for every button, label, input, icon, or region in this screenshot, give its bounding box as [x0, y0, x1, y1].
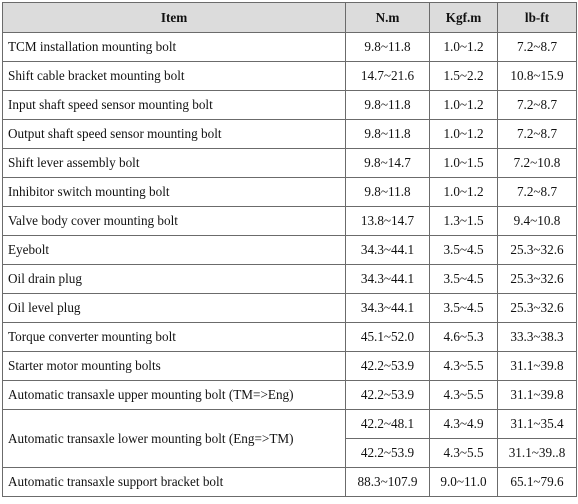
table-row: Input shaft speed sensor mounting bolt 9…: [2, 90, 577, 120]
row-lbft: 7.2~8.7: [497, 90, 577, 120]
row-lbft: 31.1~39.8: [497, 380, 577, 410]
header-item: Item: [2, 2, 346, 33]
row-item: Automatic transaxle upper mounting bolt …: [2, 380, 346, 410]
row-item: Input shaft speed sensor mounting bolt: [2, 90, 346, 120]
row-item: Shift lever assembly bolt: [2, 148, 346, 178]
row-lbft: 9.4~10.8: [497, 206, 577, 236]
row-lbft: 31.1~39..8: [497, 438, 577, 468]
row-item: Oil drain plug: [2, 264, 346, 294]
torque-spec-table: Item N.m Kgf.m lb-ft TCM installation mo…: [2, 2, 577, 497]
table-row: Shift lever assembly bolt 9.8~14.7 1.0~1…: [2, 148, 577, 178]
row-nm: 88.3~107.9: [345, 467, 430, 497]
row-lbft: 31.1~35.4: [497, 409, 577, 439]
row-nm: 42.2~53.9: [345, 380, 430, 410]
row-item: Automatic transaxle support bracket bolt: [2, 467, 346, 497]
row-nm: 34.3~44.1: [345, 235, 430, 265]
row-item: Starter motor mounting bolts: [2, 351, 346, 381]
row-nm: 9.8~14.7: [345, 148, 430, 178]
row-item: Output shaft speed sensor mounting bolt: [2, 119, 346, 149]
row-kgfm: 3.5~4.5: [429, 235, 498, 265]
header-lbft: lb-ft: [497, 2, 577, 33]
row-kgfm: 1.5~2.2: [429, 61, 498, 91]
table-row: Automatic transaxle lower mounting bolt …: [2, 409, 577, 468]
table-row: Automatic transaxle support bracket bolt…: [2, 467, 577, 497]
row-kgfm: 1.0~1.2: [429, 119, 498, 149]
row-kgfm: 4.6~5.3: [429, 322, 498, 352]
row-item: Automatic transaxle lower mounting bolt …: [2, 409, 346, 468]
row-nm: 34.3~44.1: [345, 293, 430, 323]
row-kgfm: 1.0~1.2: [429, 177, 498, 207]
row-lbft: 65.1~79.6: [497, 467, 577, 497]
row-item: Valve body cover mounting bolt: [2, 206, 346, 236]
row-kgfm: 3.5~4.5: [429, 293, 498, 323]
row-nm: 42.2~53.9: [345, 438, 430, 468]
row-nm: 34.3~44.1: [345, 264, 430, 294]
row-kgfm: 4.3~4.9: [429, 409, 498, 439]
row-item: Inhibitor switch mounting bolt: [2, 177, 346, 207]
row-kgfm: 1.0~1.2: [429, 90, 498, 120]
row-kgfm: 1.0~1.2: [429, 32, 498, 62]
row-kgfm: 4.3~5.5: [429, 351, 498, 381]
table-row: Oil drain plug 34.3~44.1 3.5~4.5 25.3~32…: [2, 264, 577, 294]
row-nm: 14.7~21.6: [345, 61, 430, 91]
table-row: Automatic transaxle upper mounting bolt …: [2, 380, 577, 410]
row-kgfm: 3.5~4.5: [429, 264, 498, 294]
row-lbft: 7.2~10.8: [497, 148, 577, 178]
row-item: TCM installation mounting bolt: [2, 32, 346, 62]
row-nm: 9.8~11.8: [345, 90, 430, 120]
row-item: Shift cable bracket mounting bolt: [2, 61, 346, 91]
table-row: Valve body cover mounting bolt 13.8~14.7…: [2, 206, 577, 236]
row-item: Torque converter mounting bolt: [2, 322, 346, 352]
table-row: Starter motor mounting bolts 42.2~53.9 4…: [2, 351, 577, 381]
row-nm: 9.8~11.8: [345, 119, 430, 149]
table-row: Inhibitor switch mounting bolt 9.8~11.8 …: [2, 177, 577, 207]
row-lbft: 25.3~32.6: [497, 293, 577, 323]
row-lbft: 7.2~8.7: [497, 32, 577, 62]
row-lbft: 7.2~8.7: [497, 119, 577, 149]
row-item: Eyebolt: [2, 235, 346, 265]
row-nm: 13.8~14.7: [345, 206, 430, 236]
table-row: Shift cable bracket mounting bolt 14.7~2…: [2, 61, 577, 91]
row-kgfm: 1.0~1.5: [429, 148, 498, 178]
row-nm: 42.2~53.9: [345, 351, 430, 381]
row-nm: 9.8~11.8: [345, 177, 430, 207]
row-kgfm: 4.3~5.5: [429, 438, 498, 468]
row-lbft: 25.3~32.6: [497, 235, 577, 265]
row-nm: 42.2~48.1: [345, 409, 430, 439]
table-row: TCM installation mounting bolt 9.8~11.8 …: [2, 32, 577, 62]
header-row: Item N.m Kgf.m lb-ft: [2, 2, 577, 33]
header-nm: N.m: [345, 2, 430, 33]
row-lbft: 7.2~8.7: [497, 177, 577, 207]
table-row: Output shaft speed sensor mounting bolt …: [2, 119, 577, 149]
table-row: Torque converter mounting bolt 45.1~52.0…: [2, 322, 577, 352]
table-row: 42.2~53.9 4.3~5.5 31.1~39..8: [3, 438, 577, 468]
row-lbft: 10.8~15.9: [497, 61, 577, 91]
table-row: Oil level plug 34.3~44.1 3.5~4.5 25.3~32…: [2, 293, 577, 323]
row-nm: 45.1~52.0: [345, 322, 430, 352]
table-row: Eyebolt 34.3~44.1 3.5~4.5 25.3~32.6: [2, 235, 577, 265]
header-kgfm: Kgf.m: [429, 2, 498, 33]
row-kgfm: 1.3~1.5: [429, 206, 498, 236]
row-lbft: 31.1~39.8: [497, 351, 577, 381]
row-kgfm: 4.3~5.5: [429, 380, 498, 410]
row-lbft: 25.3~32.6: [497, 264, 577, 294]
row-lbft: 33.3~38.3: [497, 322, 577, 352]
row-kgfm: 9.0~11.0: [429, 467, 498, 497]
row-item: Oil level plug: [2, 293, 346, 323]
row-nm: 9.8~11.8: [345, 32, 430, 62]
